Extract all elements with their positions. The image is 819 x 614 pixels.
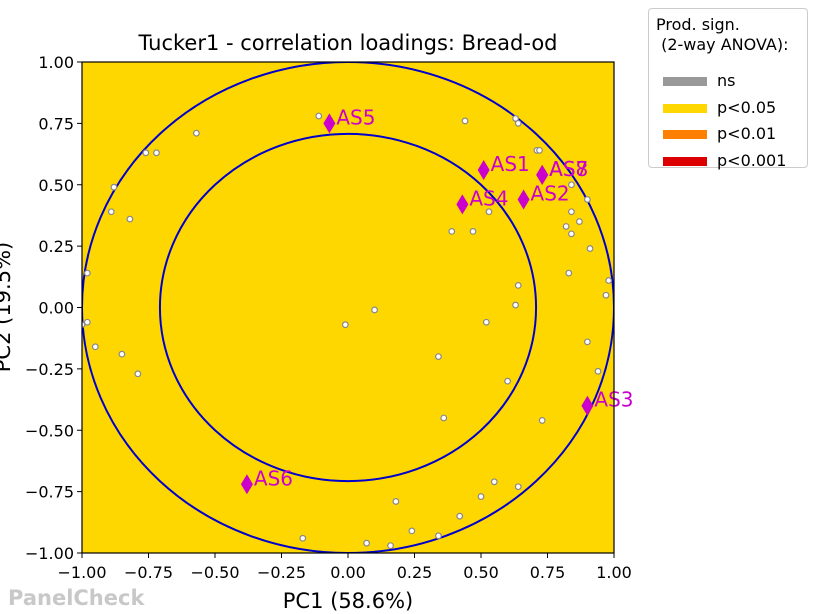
attribute-point xyxy=(568,230,575,238)
plot-background xyxy=(82,62,614,553)
attribute-point xyxy=(126,215,134,223)
attribute-point xyxy=(435,532,442,540)
attribute-point xyxy=(110,183,118,191)
legend-label: p<0.05 xyxy=(717,98,777,117)
attribute-point xyxy=(341,321,349,329)
legend-swatch xyxy=(663,104,707,113)
attribute-point xyxy=(440,414,448,422)
legend: Prod. sign. (2-way ANOVA): ns p<0.05 p<0… xyxy=(648,8,808,170)
attribute-point xyxy=(514,119,522,127)
assessor-label: AS4 xyxy=(469,186,508,210)
legend-swatch xyxy=(663,157,707,166)
assessor-marker xyxy=(456,194,469,215)
assessor-label: AS2 xyxy=(531,181,570,205)
assessor-marker xyxy=(323,113,336,134)
attribute-point xyxy=(605,277,613,284)
y-tick-label: −1.00 xyxy=(25,544,74,563)
x-tick-label: 1.00 xyxy=(596,563,632,582)
attribute-point xyxy=(568,181,575,189)
attribute-point xyxy=(142,149,150,157)
legend-swatch xyxy=(663,77,707,86)
attribute-point xyxy=(408,527,416,535)
y-tick-label: 0.25 xyxy=(38,237,74,256)
x-tick-label: −0.50 xyxy=(190,563,239,582)
attribute-point xyxy=(538,417,546,424)
assessor-marker xyxy=(240,474,253,495)
attribute-point xyxy=(371,306,379,314)
attribute-point xyxy=(82,321,86,329)
chart-title: Tucker1 - correlation loadings: Bread-od xyxy=(138,31,558,55)
y-tick-label: −0.50 xyxy=(25,421,74,440)
assessor-label: AS6 xyxy=(254,466,293,490)
attribute-point xyxy=(568,208,575,216)
attribute-point xyxy=(469,227,477,235)
attribute-point xyxy=(490,478,498,486)
attribute-point xyxy=(584,338,591,346)
x-tick-label: −0.75 xyxy=(124,563,173,582)
attribute-point xyxy=(565,269,573,277)
attribute-point xyxy=(435,353,442,361)
attribute-point xyxy=(107,208,115,216)
attribute-point xyxy=(461,117,469,125)
attribute-point xyxy=(192,129,200,137)
attribute-point xyxy=(562,223,570,230)
assessor-label: AS5 xyxy=(336,105,375,129)
attribute-point xyxy=(83,318,91,326)
attribute-point xyxy=(392,498,400,505)
attribute-point xyxy=(456,512,464,520)
legend-swatch xyxy=(663,130,707,139)
y-tick-label: 0.75 xyxy=(38,114,74,133)
x-tick-label: −0.25 xyxy=(257,563,306,582)
x-axis-label: PC1 (58.6%) xyxy=(283,589,413,613)
attribute-point xyxy=(536,146,543,154)
attribute-point xyxy=(485,208,493,216)
attribute-point xyxy=(448,227,456,235)
assessor-marker xyxy=(477,160,490,181)
x-tick-label: 0.50 xyxy=(463,563,499,582)
legend-label: ns xyxy=(717,71,736,90)
attribute-point xyxy=(584,196,591,203)
assessor-marker xyxy=(517,189,530,210)
y-tick-label: 0.00 xyxy=(38,299,74,318)
assessor-marker xyxy=(536,164,549,185)
attribute-point xyxy=(477,493,485,500)
attribute-point xyxy=(482,318,490,326)
attribute-point xyxy=(512,301,519,309)
attribute-point xyxy=(602,291,610,299)
attribute-point xyxy=(118,350,126,358)
assessor-label: AS8 xyxy=(549,157,588,181)
attribute-point xyxy=(514,282,522,289)
attribute-point xyxy=(134,370,142,378)
assessor-label: AS1 xyxy=(491,152,530,176)
attribute-point xyxy=(514,483,522,491)
inner-circle xyxy=(158,132,538,483)
attribute-point xyxy=(299,534,307,542)
attribute-point xyxy=(363,539,371,547)
attribute-point xyxy=(504,377,512,385)
legend-label: p<0.01 xyxy=(717,124,777,143)
panelcheck-watermark: PanelCheck xyxy=(8,586,145,610)
x-tick-label: −1.00 xyxy=(57,563,106,582)
assessor-label: AS7 xyxy=(549,157,588,181)
attribute-point xyxy=(83,269,91,277)
attribute-point xyxy=(91,343,99,351)
x-tick-label: 0.25 xyxy=(397,563,433,582)
attribute-point xyxy=(576,218,583,225)
attribute-point xyxy=(594,367,602,375)
x-tick-label: 0.00 xyxy=(330,563,366,582)
attribute-point xyxy=(387,542,394,550)
legend-label: p<0.001 xyxy=(717,151,787,170)
x-tick-label: 0.75 xyxy=(530,563,566,582)
y-tick-label: −0.75 xyxy=(25,483,74,502)
assessor-marker xyxy=(581,395,594,416)
attribute-point xyxy=(586,245,594,252)
attribute-point xyxy=(153,149,160,157)
y-tick-label: −0.25 xyxy=(25,360,74,379)
y-axis-label: PC2 (19.5%) xyxy=(0,242,15,372)
legend-title: Prod. sign. (2-way ANOVA): xyxy=(656,15,789,54)
y-tick-label: 1.00 xyxy=(38,53,74,72)
attribute-point xyxy=(315,112,323,120)
y-tick-label: 0.50 xyxy=(38,176,74,195)
